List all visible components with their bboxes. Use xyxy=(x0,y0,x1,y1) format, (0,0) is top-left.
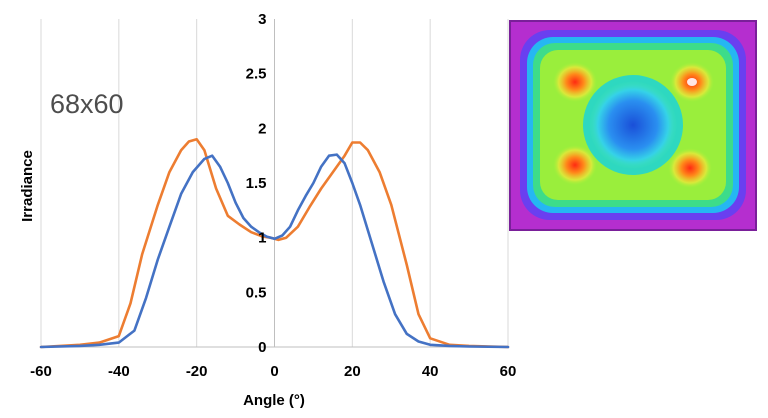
y-tick-label-4: 2 xyxy=(258,120,266,137)
resolution-annotation: 68x60 xyxy=(50,89,124,119)
y-tick-label-5: 2.5 xyxy=(246,66,267,83)
y-axis-title: Irradiance xyxy=(19,150,36,222)
irradiance-heatmap-image xyxy=(509,20,757,231)
x-tick-label-3: 0 xyxy=(270,363,278,380)
x-tick-label-2: -20 xyxy=(186,363,208,380)
x-tick-label-5: 40 xyxy=(422,363,439,380)
data-series xyxy=(39,138,510,349)
x-tick-label-1: -40 xyxy=(108,363,130,380)
x-axis-title: Angle (°) xyxy=(243,392,305,409)
tick-labels: -60 -40 -20 0 20 40 60 0 0.5 1 1.5 2 2.5 3 xyxy=(30,11,516,380)
y-tick-label-1: 0.5 xyxy=(246,284,267,301)
y-tick-label-3: 1.5 xyxy=(246,175,267,192)
y-tick-label-6: 3 xyxy=(258,11,266,28)
y-tick-label-0: 0 xyxy=(258,339,266,356)
axes xyxy=(41,19,508,348)
series-line-blue xyxy=(39,153,510,349)
y-tick-label-2: 1 xyxy=(258,230,266,247)
x-tick-label-0: -60 xyxy=(30,363,52,380)
x-tick-label-4: 20 xyxy=(344,363,361,380)
x-tick-label-6: 60 xyxy=(500,363,517,380)
grid-lines xyxy=(40,19,509,347)
